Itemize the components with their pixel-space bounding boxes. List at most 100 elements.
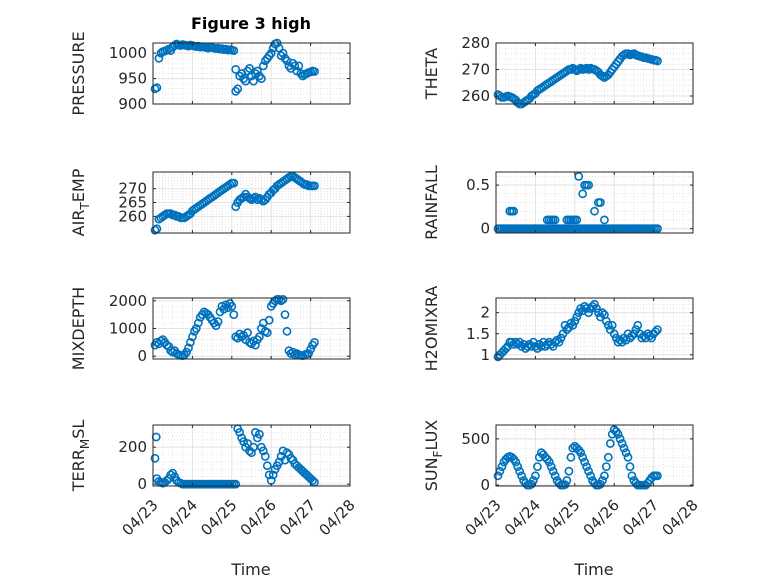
data-point [250,340,260,350]
data-point [633,320,643,330]
data-point [282,326,292,336]
data-point [231,202,241,212]
data-point [627,471,637,481]
data-point [187,332,197,342]
data-point [294,61,304,71]
data-point [264,315,274,325]
data-point [229,46,239,55]
y-tick-label: 1000 [109,44,147,62]
data-point [276,296,286,306]
y-tick-label: 500 [461,430,490,448]
data-point [578,452,588,462]
data-point [546,462,556,471]
subplot-rainfall: 0 0.5 RAINFALL [422,165,694,240]
x-tick-label: 04/25 [540,496,583,539]
axes-box [495,171,694,234]
y-tick-label: 950 [118,70,147,88]
data-point [617,439,627,448]
data-point [184,343,193,353]
data-point [254,429,264,439]
data-point [252,66,262,76]
data-point [584,308,593,318]
y-axis-label: MIXDEPTH [69,287,88,370]
data-point [229,310,239,319]
series-mixdepth [150,294,319,361]
y-tick-label: 0 [480,220,490,238]
data-point [637,333,647,343]
x-tick-label: 04/28 [315,496,358,539]
data-point [584,180,593,190]
data-point [511,457,521,467]
data-point [517,471,526,481]
y-axis-label: SUNFLUX [422,420,445,492]
data-point [233,84,243,94]
y-tick-label: 265 [118,194,147,212]
y-tick-label: 1.5 [466,325,490,343]
data-point [550,215,560,225]
data-point [566,452,576,462]
data-point [590,206,599,216]
data-point [592,304,601,313]
data-point [266,48,276,58]
data-point [185,337,195,347]
axes-box [495,42,694,105]
data-point [609,329,619,339]
data-point [501,344,511,353]
data-point [651,327,660,337]
data-point [607,320,617,330]
data-point [243,328,252,338]
data-point [582,462,591,471]
y-tick-label: 2 [480,304,490,322]
data-point [568,320,578,330]
y-tick-label: 280 [461,34,490,52]
x-tick-label: 04/28 [658,496,701,539]
x-tick-label: 04/24 [501,496,544,539]
data-point [231,65,241,74]
data-point [235,427,245,437]
data-point [249,336,258,346]
data-point [653,471,662,481]
axes-box [152,42,351,105]
data-point [310,337,319,347]
data-point [590,299,599,309]
y-tick-label: 2000 [109,292,147,310]
data-point [245,64,254,73]
data-point [493,471,503,481]
data-point [308,476,317,485]
data-point [219,304,229,314]
data-point [304,349,313,358]
data-point [258,61,268,71]
data-point [513,462,523,471]
data-point [550,337,560,347]
data-point [600,215,609,225]
figure-title: Figure 3 high [191,14,311,33]
data-point [598,308,607,318]
data-point [302,180,312,189]
data-point [211,321,221,331]
data-point [280,310,290,319]
x-tick-label: 04/26 [580,496,623,539]
y-axis-label: THETA [422,48,441,100]
data-point [182,347,191,357]
data-point [601,316,611,326]
data-point [544,457,554,467]
data-point [613,337,623,347]
data-point [629,329,639,339]
data-point [268,470,278,480]
data-point [548,341,558,351]
y-tick-label: 260 [118,207,147,225]
data-point [278,48,288,58]
y-axis-label: TERRMSL [69,420,92,493]
data-point [598,476,607,485]
data-point [572,312,582,322]
y-tick-label: 200 [118,438,147,456]
data-point [150,453,160,463]
data-point [150,225,160,235]
y-tick-label: 1000 [109,320,147,338]
data-point [578,189,588,199]
data-point [564,466,574,476]
data-point [621,448,631,458]
